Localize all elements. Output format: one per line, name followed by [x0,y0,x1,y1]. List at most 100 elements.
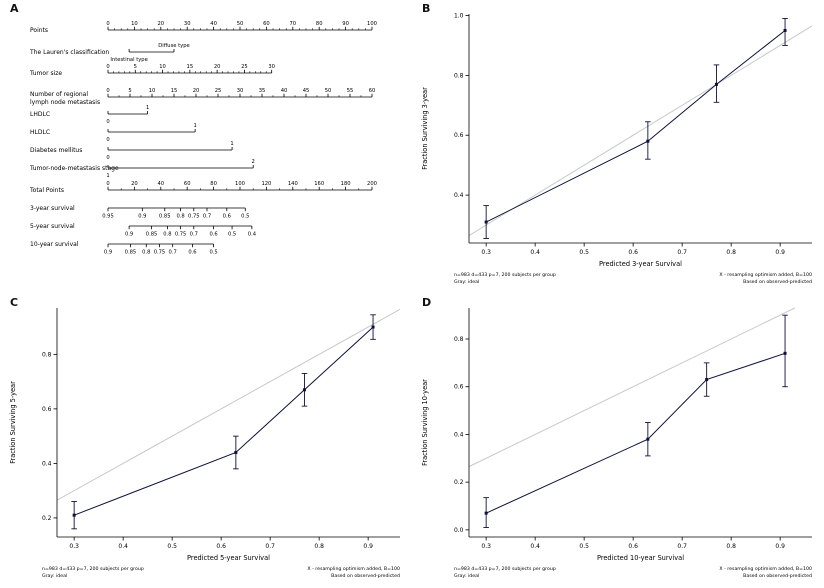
svg-text:0.9: 0.9 [104,250,112,256]
x-axis: 0.3 0.4 0.5 0.6 0.7 0.8 0.9 [469,242,812,256]
nomogram-row-laurens-classification: The Lauren's classification Diffuse type I… [29,43,190,63]
svg-text:0: 0 [106,88,109,94]
svg-text:5-year survival: 5-year survival [30,223,75,230]
svg-text:20: 20 [157,21,164,27]
footnote-right: Based on observed-predicted [743,573,812,579]
svg-text:0.3: 0.3 [69,543,79,550]
svg-text:80: 80 [316,21,323,27]
panel-d-label: D [422,296,432,309]
x-axis-label: Predicted 10-year Survival [597,554,684,562]
svg-text:40: 40 [281,88,288,94]
svg-text:10: 10 [149,88,156,94]
svg-text:0.75: 0.75 [154,250,166,256]
svg-text:15: 15 [187,64,194,70]
svg-text:35: 35 [259,88,266,94]
svg-text:40: 40 [210,21,217,27]
svg-text:0.9: 0.9 [138,214,146,220]
calibration-plot-5yr: 0.3 0.4 0.5 0.6 0.7 0.8 0.9 0.2 0.4 0.6 0.8 Predict… [9,308,401,579]
svg-text:0.4: 0.4 [42,460,52,467]
data-point-marker [72,513,76,517]
x-axis: 0.3 0.4 0.5 0.6 0.7 0.8 0.9 [57,536,400,550]
svg-text:0.5: 0.5 [209,250,217,256]
svg-text:0.6: 0.6 [454,384,464,391]
svg-text:0.7: 0.7 [677,543,687,550]
svg-text:0.8: 0.8 [726,249,736,256]
nomogram-row-lhdlc: LHDLC 1 0 [30,105,149,125]
panel-b-calibration-3yr: B 0.3 0.4 0.5 0.6 0.7 0.8 0.9 0.4 0.6 0.8 1.0 Predi… [412,0,824,294]
svg-text:0.6: 0.6 [223,214,231,220]
svg-text:0.2: 0.2 [42,515,52,522]
svg-text:0.6: 0.6 [42,406,52,413]
svg-text:50: 50 [237,21,244,27]
svg-text:0.8: 0.8 [142,250,150,256]
svg-text:Diffuse type: Diffuse type [158,43,189,49]
nomogram-row-survival-10yr: 10-year survival 0.9 0.85 0.8 0.75 0.7 0.6 0.5 [30,241,218,256]
svg-text:0: 0 [106,181,109,187]
svg-text:Total Points: Total Points [29,187,64,194]
panel-c-calibration-5yr: C 0.3 0.4 0.5 0.6 0.7 0.8 0.9 0.2 0.4 0.6 0.8 Predi… [0,294,412,588]
svg-text:60: 60 [369,88,376,94]
calibration-plot-10yr: 0.3 0.4 0.5 0.6 0.7 0.8 0.9 0.0 0.2 0.4 0.6 0.8 Pred… [421,307,812,579]
svg-text:0.8: 0.8 [314,543,324,550]
svg-text:0.4: 0.4 [118,543,128,550]
svg-text:80: 80 [210,181,217,187]
footnote-left: Gray: ideal [454,573,479,579]
svg-text:0.6: 0.6 [188,250,196,256]
svg-text:25: 25 [215,88,222,94]
svg-text:120: 120 [261,181,271,187]
y-axis-label: Fraction Surviving 10-year [421,379,429,466]
svg-text:1: 1 [230,141,233,147]
svg-text:55: 55 [347,88,354,94]
panel-a-nomogram: A Points 0 10 20 30 40 50 60 70 80 90 100 The Lauren… [0,0,412,294]
error-bars [483,18,788,239]
svg-text:30: 30 [237,88,244,94]
svg-text:0.8: 0.8 [726,543,736,550]
svg-text:0.75: 0.75 [175,232,187,238]
data-point-marker [646,139,650,143]
svg-text:0.9: 0.9 [363,543,373,550]
svg-text:0.85: 0.85 [125,250,137,256]
svg-text:1: 1 [106,173,109,179]
footnote-left: Gray: ideal [42,573,67,579]
svg-text:0.5: 0.5 [241,214,249,220]
panel-d-calibration-10yr: D 0.3 0.4 0.5 0.6 0.7 0.8 0.9 0.0 0.2 0.4 0.6 0.8 Pr… [412,294,824,588]
svg-text:100: 100 [235,181,245,187]
svg-text:20: 20 [193,88,200,94]
svg-text:lymph node metastasis: lymph node metastasis [30,99,100,106]
svg-text:10: 10 [159,64,166,70]
svg-text:0.85: 0.85 [146,232,158,238]
svg-text:100: 100 [367,21,377,27]
svg-text:The Lauren's classification: The Lauren's classification [29,49,109,56]
svg-text:1: 1 [146,105,149,111]
footnote-right: Based on observed-predicted [743,279,812,285]
calibration-curve [484,28,787,224]
data-point-marker [705,378,709,382]
svg-text:60: 60 [184,181,191,187]
nomogram-row-diabetes-mellitus: Diabetes mellitus 1 0 [30,141,234,161]
svg-text:0.8: 0.8 [163,232,171,238]
svg-text:25: 25 [241,64,248,70]
calibration-curve [484,351,787,515]
error-bars [71,314,376,530]
svg-text:0.5: 0.5 [228,232,236,238]
svg-text:0.7: 0.7 [265,543,275,550]
svg-text:5: 5 [134,64,137,70]
svg-text:Tumor-node-metastasis stage: Tumor-node-metastasis stage [29,165,119,172]
svg-text:0.85: 0.85 [159,214,171,220]
svg-text:1: 1 [193,123,196,129]
svg-text:40: 40 [157,181,164,187]
svg-text:0.4: 0.4 [248,232,257,238]
y-axis: 0.0 0.2 0.4 0.6 0.8 [454,308,470,537]
svg-text:5: 5 [128,88,131,94]
svg-text:0.9: 0.9 [775,249,785,256]
ideal-line [468,307,796,468]
svg-text:30: 30 [184,21,191,27]
svg-text:0.7: 0.7 [190,232,198,238]
svg-text:0.4: 0.4 [530,543,540,550]
svg-text:Tumor size: Tumor size [29,70,62,77]
svg-text:180: 180 [341,181,351,187]
svg-text:0.5: 0.5 [579,543,589,550]
svg-text:0.7: 0.7 [677,249,687,256]
svg-text:0: 0 [106,137,109,143]
